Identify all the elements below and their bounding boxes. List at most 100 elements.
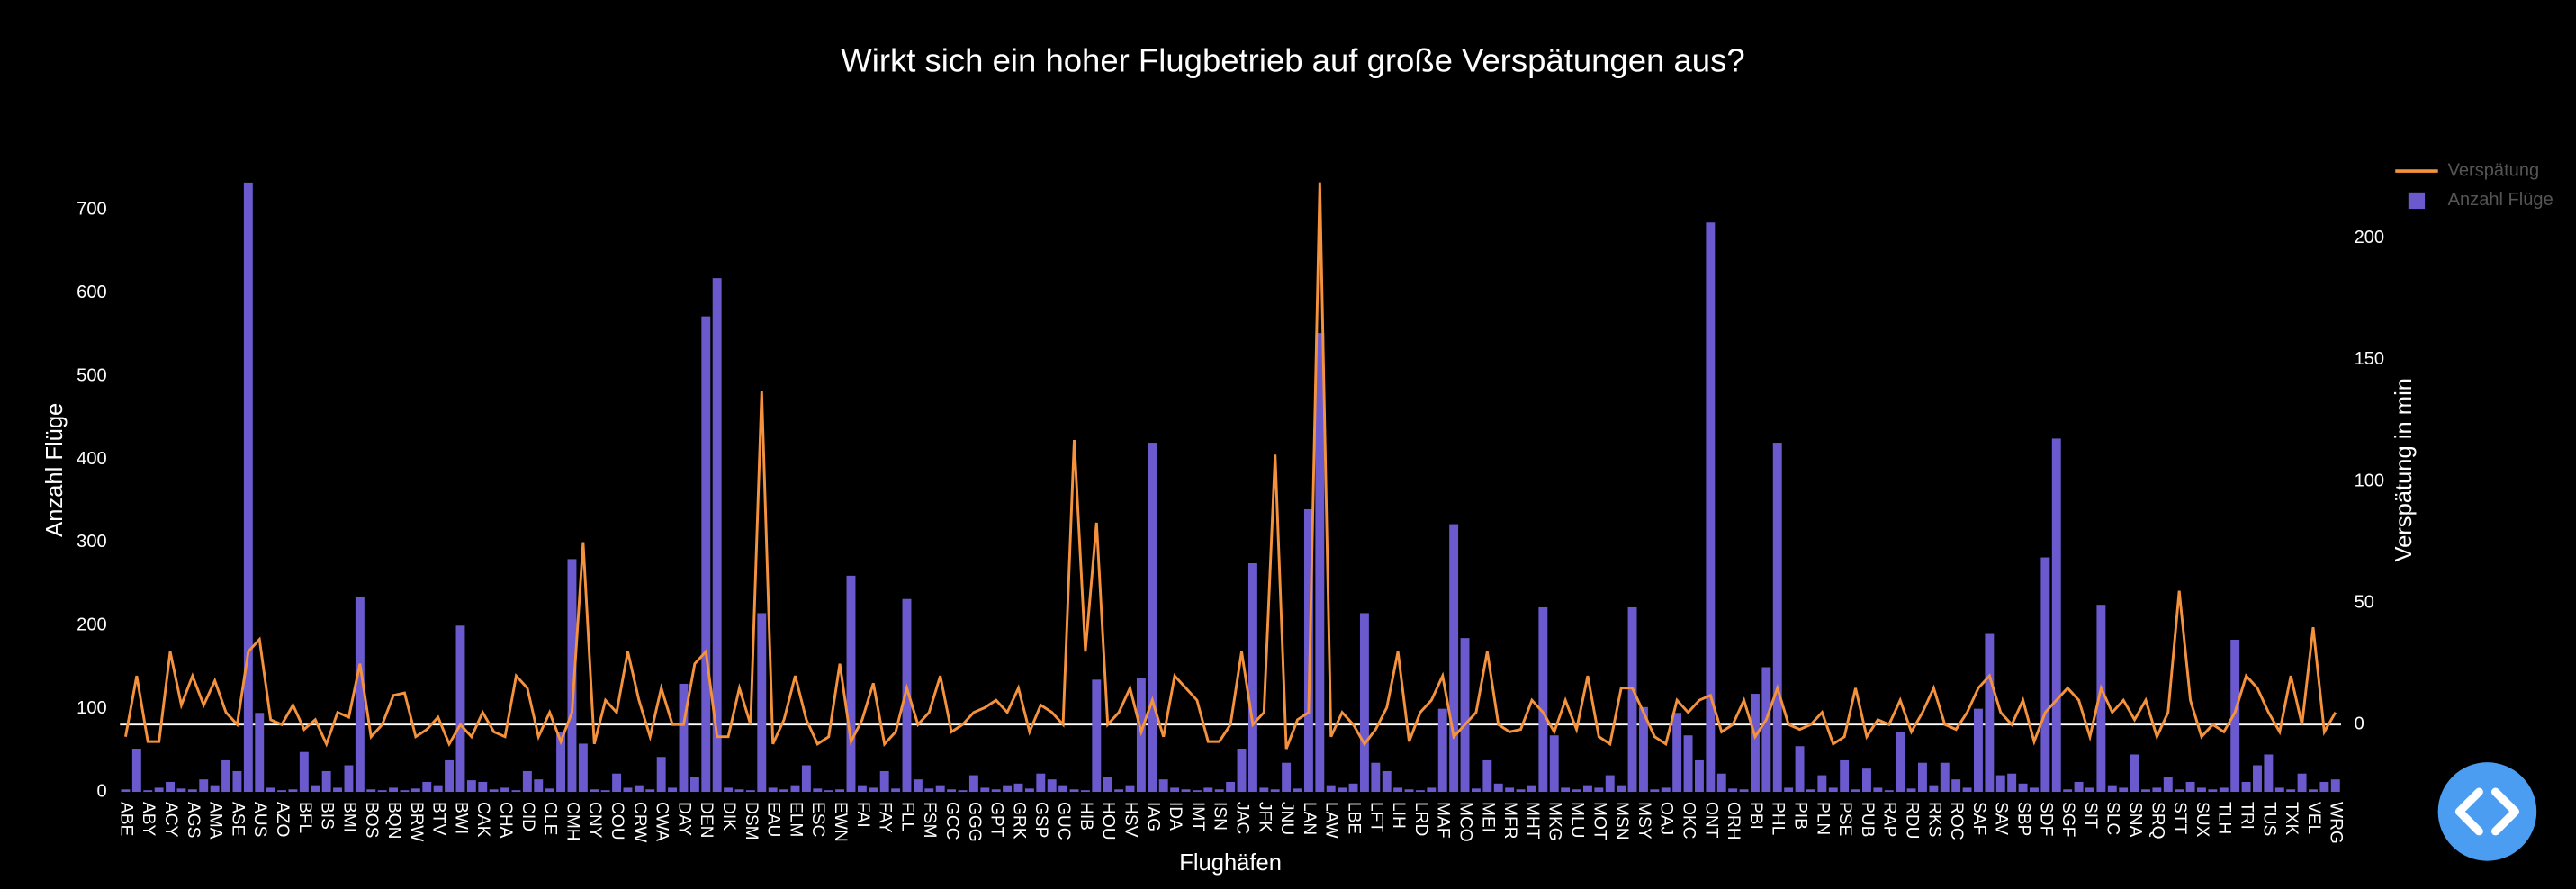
y-axis-title: Anzahl Flüge bbox=[42, 403, 68, 537]
bar bbox=[790, 785, 800, 793]
bar bbox=[143, 790, 153, 793]
x-tick-label: HSV bbox=[1121, 802, 1139, 838]
bar bbox=[2096, 605, 2106, 793]
bar bbox=[891, 788, 901, 793]
bar bbox=[255, 713, 265, 793]
x-tick-label: MKG bbox=[1545, 802, 1564, 841]
bar bbox=[600, 790, 610, 793]
bar bbox=[1114, 789, 1124, 793]
x-tick-label: LRD bbox=[1411, 802, 1430, 836]
bar bbox=[2241, 781, 2251, 793]
x-tick-label: IDA bbox=[1166, 802, 1184, 831]
bar bbox=[1293, 788, 1302, 793]
x-tick-label: AMA bbox=[206, 802, 225, 840]
bar bbox=[2330, 779, 2340, 793]
bar bbox=[199, 779, 209, 793]
code-icon[interactable] bbox=[2454, 787, 2520, 836]
bar bbox=[377, 790, 387, 793]
x-tick-label: BMI bbox=[339, 802, 358, 832]
bar bbox=[1058, 785, 1068, 793]
bar bbox=[422, 781, 432, 793]
x-tick-label: BRW bbox=[407, 802, 426, 842]
bar bbox=[1427, 787, 1437, 793]
bar bbox=[1259, 787, 1269, 793]
bar bbox=[1772, 443, 1782, 793]
y-tick-label: 700 bbox=[77, 200, 106, 220]
x-tick-label: PHL bbox=[1769, 802, 1788, 836]
x-tick-label: MSY bbox=[1635, 802, 1653, 840]
chart-title: Wirkt sich ein hoher Flugbetrieb auf gro… bbox=[841, 41, 1744, 78]
bar bbox=[980, 787, 990, 793]
bar bbox=[2040, 557, 2050, 793]
bar bbox=[121, 789, 131, 793]
x-tick-label: IAG bbox=[1143, 802, 1162, 831]
legend-label: Anzahl Flüge bbox=[2448, 190, 2553, 210]
x-tick-label: LIH bbox=[1389, 802, 1408, 829]
x-tick-label: TLH bbox=[2215, 802, 2234, 834]
bar bbox=[1706, 222, 1716, 793]
y2-tick-label: 200 bbox=[2355, 228, 2384, 247]
x-tick-label: AGS bbox=[184, 802, 203, 838]
y2-tick-label: 50 bbox=[2355, 592, 2374, 612]
y2-tick-label: 0 bbox=[2355, 714, 2364, 733]
bar bbox=[745, 790, 755, 793]
bar bbox=[389, 787, 399, 793]
bar bbox=[455, 625, 465, 793]
x-tick-label: PBI bbox=[1746, 802, 1765, 830]
bar bbox=[1371, 762, 1381, 793]
x-tick-label: GPT bbox=[987, 802, 1006, 838]
bar bbox=[1203, 787, 1213, 793]
bar bbox=[1861, 768, 1871, 793]
bar bbox=[556, 732, 566, 793]
bar bbox=[1482, 759, 1492, 793]
x-tick-label: EAU bbox=[764, 802, 783, 837]
bar bbox=[1806, 789, 1815, 793]
y2-axis-title: Verspätung in min bbox=[2391, 378, 2417, 562]
button-circle[interactable] bbox=[2437, 762, 2537, 861]
x-tick-label: ESC bbox=[808, 802, 827, 838]
bar bbox=[1493, 783, 1503, 793]
bar bbox=[712, 278, 722, 793]
bar bbox=[1549, 735, 1559, 793]
bar bbox=[2286, 789, 2296, 793]
x-tick-label: DAY bbox=[674, 802, 693, 836]
bar bbox=[734, 789, 744, 793]
bar bbox=[1460, 638, 1470, 793]
bar bbox=[500, 787, 510, 793]
bar bbox=[2107, 785, 2117, 793]
x-tick-label: ISN bbox=[1211, 802, 1229, 831]
bar bbox=[869, 787, 878, 793]
bar bbox=[2309, 789, 2318, 793]
bar bbox=[2074, 781, 2084, 793]
bar bbox=[689, 777, 699, 793]
bar bbox=[2219, 787, 2229, 793]
bar bbox=[668, 787, 678, 793]
x-tick-label: RAP bbox=[1880, 802, 1899, 837]
bar bbox=[1158, 779, 1168, 793]
x-tick-label: FAI bbox=[853, 802, 872, 828]
x-tick-label: ABE bbox=[116, 802, 135, 836]
bar bbox=[210, 785, 220, 793]
x-tick-label: SBP bbox=[2014, 802, 2033, 836]
legend-swatch bbox=[2408, 192, 2426, 210]
bar bbox=[924, 788, 934, 793]
bar bbox=[1538, 606, 1548, 793]
y-tick-label: 100 bbox=[77, 698, 106, 718]
bar bbox=[1840, 759, 1850, 793]
x-tick-label: MEI bbox=[1478, 802, 1497, 832]
x-tick-label: CID bbox=[518, 802, 537, 831]
bar bbox=[1817, 775, 1827, 793]
x-tick-label: OAJ bbox=[1657, 802, 1676, 835]
x-tick-label: LBE bbox=[1344, 802, 1363, 834]
bar bbox=[1985, 633, 1995, 793]
code-button[interactable] bbox=[2437, 762, 2537, 861]
bar bbox=[656, 757, 666, 793]
bar bbox=[947, 789, 957, 793]
bar bbox=[154, 787, 164, 793]
bar bbox=[166, 781, 176, 793]
bar bbox=[1338, 787, 1347, 793]
bar bbox=[1247, 562, 1257, 793]
bar bbox=[1694, 759, 1704, 793]
